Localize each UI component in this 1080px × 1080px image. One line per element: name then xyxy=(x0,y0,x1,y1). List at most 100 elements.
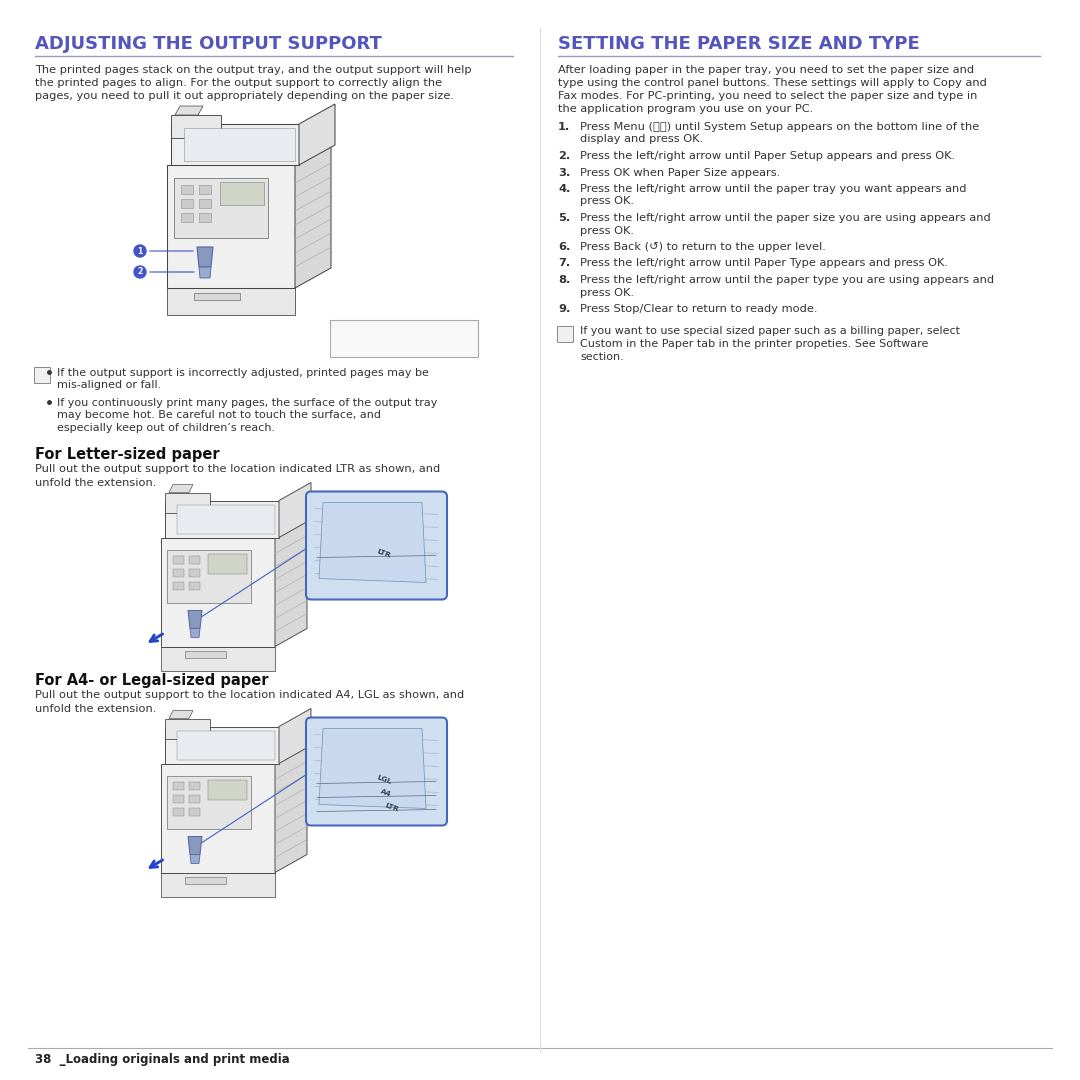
Polygon shape xyxy=(194,293,240,300)
Text: ADJUSTING THE OUTPUT SUPPORT: ADJUSTING THE OUTPUT SUPPORT xyxy=(35,35,382,53)
Text: M: M xyxy=(38,370,45,379)
Text: Press the left/right arrow until Paper Type appears and press OK.: Press the left/right arrow until Paper T… xyxy=(580,258,948,269)
Text: 7.: 7. xyxy=(558,258,570,269)
Polygon shape xyxy=(275,745,307,873)
Text: press OK.: press OK. xyxy=(580,226,634,235)
FancyBboxPatch shape xyxy=(306,491,447,599)
Text: Press the left/right arrow until Paper Setup appears and press OK.: Press the left/right arrow until Paper S… xyxy=(580,151,955,161)
Text: Fax modes. For PC-printing, you need to select the paper size and type in: Fax modes. For PC-printing, you need to … xyxy=(558,91,977,102)
Text: M: M xyxy=(562,328,569,337)
Text: press OK.: press OK. xyxy=(580,287,634,297)
Circle shape xyxy=(134,266,146,278)
Text: the application program you use on your PC.: the application program you use on your … xyxy=(558,104,813,114)
Polygon shape xyxy=(188,837,202,854)
Text: After loading paper in the paper tray, you need to set the paper size and: After loading paper in the paper tray, y… xyxy=(558,65,974,75)
Text: Press OK when Paper Size appears.: Press OK when Paper Size appears. xyxy=(580,167,780,177)
Text: SETTING THE PAPER SIZE AND TYPE: SETTING THE PAPER SIZE AND TYPE xyxy=(558,35,920,53)
Text: 6.: 6. xyxy=(558,242,570,252)
Polygon shape xyxy=(181,199,193,208)
Polygon shape xyxy=(184,129,295,161)
Text: 8.: 8. xyxy=(558,275,570,285)
Text: 3.: 3. xyxy=(558,167,570,177)
Polygon shape xyxy=(220,183,264,205)
Text: LTR: LTR xyxy=(376,549,391,558)
Polygon shape xyxy=(174,178,268,238)
Polygon shape xyxy=(319,729,426,809)
Polygon shape xyxy=(165,492,210,513)
Text: Press the left/right arrow until the paper size you are using appears and: Press the left/right arrow until the pap… xyxy=(580,213,990,222)
Text: unfold the extension.: unfold the extension. xyxy=(35,703,157,714)
Polygon shape xyxy=(185,650,226,658)
Text: Press Menu (⒲⒴) until System Setup appears on the bottom line of the: Press Menu (⒲⒴) until System Setup appea… xyxy=(580,122,980,132)
Text: Pull out the output support to the location indicated A4, LGL as shown, and: Pull out the output support to the locat… xyxy=(35,690,464,701)
Polygon shape xyxy=(275,519,307,647)
Polygon shape xyxy=(279,483,311,538)
Polygon shape xyxy=(177,730,275,759)
Text: 4.: 4. xyxy=(558,184,570,194)
Text: 1  Output support: 1 Output support xyxy=(336,325,447,335)
Text: If the output support is incorrectly adjusted, printed pages may be: If the output support is incorrectly adj… xyxy=(57,368,429,378)
Polygon shape xyxy=(167,550,251,603)
Text: Press Stop/Clear to return to ready mode.: Press Stop/Clear to return to ready mode… xyxy=(580,303,818,314)
Polygon shape xyxy=(173,581,184,590)
Polygon shape xyxy=(299,104,335,165)
Polygon shape xyxy=(161,538,275,647)
Polygon shape xyxy=(189,568,200,577)
Text: 38  _Loading originals and print media: 38 _Loading originals and print media xyxy=(35,1053,289,1066)
FancyBboxPatch shape xyxy=(33,367,50,383)
Polygon shape xyxy=(189,555,200,564)
FancyBboxPatch shape xyxy=(330,320,478,357)
Text: the printed pages to align. For the output support to correctly align the: the printed pages to align. For the outp… xyxy=(35,78,442,87)
Polygon shape xyxy=(189,808,200,815)
Text: The printed pages stack on the output tray, and the output support will help: The printed pages stack on the output tr… xyxy=(35,65,472,75)
Text: 2  Extension: 2 Extension xyxy=(336,342,413,352)
Text: 2.: 2. xyxy=(558,151,570,161)
Polygon shape xyxy=(161,873,275,896)
Text: 5.: 5. xyxy=(558,213,570,222)
Text: Pull out the output support to the location indicated LTR as shown, and: Pull out the output support to the locat… xyxy=(35,464,441,474)
Text: may become hot. Be careful not to touch the surface, and: may become hot. Be careful not to touch … xyxy=(57,410,381,420)
Text: pages, you need to pull it out appropriately depending on the paper size.: pages, you need to pull it out appropria… xyxy=(35,91,454,102)
Text: press OK.: press OK. xyxy=(580,197,634,206)
Polygon shape xyxy=(171,124,299,165)
Polygon shape xyxy=(165,727,279,764)
Polygon shape xyxy=(173,795,184,802)
Text: A4: A4 xyxy=(380,788,392,798)
Text: For Letter-sized paper: For Letter-sized paper xyxy=(35,446,219,461)
Polygon shape xyxy=(199,267,211,278)
Text: Press Back (↺) to return to the upper level.: Press Back (↺) to return to the upper le… xyxy=(580,242,826,252)
Text: If you want to use special sized paper such as a billing paper, select: If you want to use special sized paper s… xyxy=(580,326,960,337)
Text: Press the left/right arrow until the paper type you are using appears and: Press the left/right arrow until the pap… xyxy=(580,275,994,285)
FancyBboxPatch shape xyxy=(306,717,447,825)
Polygon shape xyxy=(208,780,247,799)
FancyBboxPatch shape xyxy=(557,325,573,341)
Text: 9.: 9. xyxy=(558,303,570,314)
Polygon shape xyxy=(181,185,193,194)
Polygon shape xyxy=(167,165,295,288)
Polygon shape xyxy=(190,854,200,864)
Polygon shape xyxy=(175,106,203,114)
Polygon shape xyxy=(161,647,275,671)
Circle shape xyxy=(134,245,146,257)
Polygon shape xyxy=(168,711,193,718)
Text: LTR: LTR xyxy=(384,802,400,813)
Polygon shape xyxy=(173,555,184,564)
Polygon shape xyxy=(168,485,193,492)
Text: section.: section. xyxy=(580,351,624,362)
Polygon shape xyxy=(279,708,311,764)
Text: especially keep out of children’s reach.: especially keep out of children’s reach. xyxy=(57,423,275,433)
Text: Press the left/right arrow until the paper tray you want appears and: Press the left/right arrow until the pap… xyxy=(580,184,967,194)
Polygon shape xyxy=(197,247,213,267)
Text: mis-aligned or fall.: mis-aligned or fall. xyxy=(57,380,161,391)
Polygon shape xyxy=(167,288,295,315)
Polygon shape xyxy=(167,775,251,828)
Polygon shape xyxy=(165,500,279,538)
Polygon shape xyxy=(319,502,426,582)
Text: 2: 2 xyxy=(137,268,143,276)
Text: Custom in the Paper tab in the printer propeties. See Software: Custom in the Paper tab in the printer p… xyxy=(580,339,929,349)
Polygon shape xyxy=(189,782,200,789)
Polygon shape xyxy=(199,199,211,208)
Polygon shape xyxy=(161,764,275,873)
Text: type using the control panel buttons. These settings will apply to Copy and: type using the control panel buttons. Th… xyxy=(558,78,987,87)
Polygon shape xyxy=(171,114,221,138)
